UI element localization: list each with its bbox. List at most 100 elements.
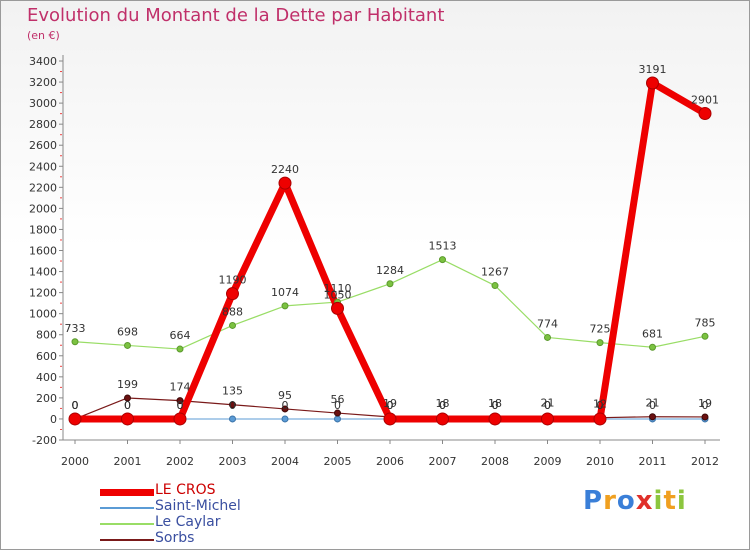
chart-title: Evolution du Montant de la Dette par Hab… [27, 5, 445, 26]
data-label-sorbs: 56 [331, 393, 345, 406]
chart-subtitle: (en €) [27, 29, 60, 42]
data-label-saint-michel: 0 [597, 399, 604, 412]
data-label-le-cros: 0 [597, 399, 604, 412]
data-point-le-caylar [544, 333, 551, 341]
data-point-saint-michel [334, 415, 341, 423]
y-tick-label: 0 [50, 413, 57, 426]
x-tick-label: 2009 [534, 455, 562, 468]
y-tick-label: 1600 [29, 245, 57, 258]
data-label-saint-michel: 0 [334, 399, 341, 412]
y-tick-label: 800 [36, 329, 57, 342]
data-point-le-cros [226, 287, 239, 301]
data-label-le-caylar: 1074 [271, 286, 299, 299]
data-point-le-cros [383, 412, 397, 426]
x-tick-label: 2004 [271, 455, 299, 468]
data-label-le-cros: 3191 [639, 63, 667, 76]
data-label-le-caylar: 725 [590, 323, 611, 336]
legend-label: LE CROS [155, 482, 216, 498]
data-point-sorbs [701, 413, 709, 421]
y-tick-label: 1400 [29, 266, 57, 279]
logo-letter: i [653, 486, 664, 516]
data-point-le-caylar [701, 332, 709, 340]
data-point-sorbs [124, 394, 131, 402]
x-tick-label: 2002 [166, 455, 194, 468]
data-point-sorbs [229, 401, 236, 409]
data-label-le-cros: 1190 [219, 274, 247, 287]
x-tick-label: 2006 [376, 455, 404, 468]
data-point-le-cros [68, 412, 82, 426]
data-label-le-cros: 1050 [324, 288, 352, 301]
y-tick-label: 3400 [29, 55, 57, 68]
x-tick-label: 2003 [219, 455, 247, 468]
data-label-le-caylar: 664 [170, 329, 191, 342]
data-point-le-caylar [439, 256, 446, 264]
logo-letter: i [676, 486, 687, 516]
legend-swatch [100, 507, 154, 509]
logo-letter: P [583, 486, 604, 516]
data-label-le-cros: 0 [387, 399, 394, 412]
data-label-le-cros: 0 [439, 399, 446, 412]
x-tick-label: 2008 [481, 455, 509, 468]
data-point-le-cros [646, 76, 659, 90]
data-label-saint-michel: 0 [649, 399, 656, 412]
data-point-le-caylar [71, 338, 79, 346]
data-label-le-cros: 0 [544, 399, 551, 412]
y-tick-label: 2600 [29, 139, 57, 152]
data-label-saint-michel: 0 [439, 399, 446, 412]
data-label-sorbs: 199 [117, 378, 138, 391]
data-label-le-cros: 0 [72, 399, 79, 412]
data-label-le-caylar: 733 [65, 322, 86, 335]
data-label-saint-michel: 0 [72, 399, 79, 412]
data-label-saint-michel: 0 [229, 399, 236, 412]
y-tick-label: 1000 [29, 308, 57, 321]
y-tick-label: 1200 [29, 287, 57, 300]
data-point-sorbs [176, 397, 184, 405]
legend-swatch [100, 539, 154, 541]
data-point-sorbs [649, 413, 656, 421]
y-tick-label: 2800 [29, 118, 57, 131]
y-tick-label: 600 [36, 350, 57, 363]
y-tick-label: 2400 [29, 160, 57, 173]
data-label-le-caylar: 698 [117, 325, 138, 338]
data-point-le-cros [278, 176, 292, 190]
data-label-sorbs: 0 [72, 399, 79, 412]
x-tick-label: 2000 [61, 455, 89, 468]
data-label-le-caylar: 774 [537, 317, 558, 330]
x-tick-label: 2007 [429, 455, 457, 468]
data-label-saint-michel: 0 [177, 399, 184, 412]
data-label-sorbs: 95 [278, 389, 292, 402]
data-label-le-caylar: 1513 [429, 240, 457, 253]
data-point-sorbs [334, 409, 341, 417]
data-label-saint-michel: 0 [387, 399, 394, 412]
data-point-le-cros [121, 412, 134, 426]
y-tick-label: 3200 [29, 76, 57, 89]
logo-letter: o [616, 486, 636, 516]
x-tick-label: 2010 [586, 455, 614, 468]
y-tick-label: 1800 [29, 223, 57, 236]
y-tick-label: 2200 [29, 181, 57, 194]
data-label-le-caylar: 1110 [324, 282, 352, 295]
data-label-saint-michel: 0 [702, 399, 709, 412]
x-tick-label: 2011 [639, 455, 667, 468]
series-line-le-cros [71, 79, 709, 423]
data-label-saint-michel: 0 [282, 399, 289, 412]
x-tick-label: 2005 [324, 455, 352, 468]
legend-swatch [100, 488, 154, 496]
data-label-sorbs: 12 [593, 398, 607, 411]
data-point-le-caylar [386, 280, 394, 288]
data-label-le-caylar: 1267 [481, 266, 509, 279]
data-label-le-cros: 0 [124, 399, 131, 412]
data-label-le-cros: 2240 [271, 163, 299, 176]
logo-letter: x [635, 486, 654, 516]
data-label-sorbs: 19 [383, 397, 397, 410]
data-label-le-cros: 0 [492, 399, 499, 412]
proxiti-logo: Proxiti [583, 486, 687, 516]
data-point-le-caylar [596, 339, 604, 347]
data-label-sorbs: 19 [698, 397, 712, 410]
legend-label: Le Caylar [155, 514, 221, 530]
data-label-sorbs: 174 [170, 381, 191, 394]
data-point-le-cros [593, 412, 607, 426]
x-tick-label: 2012 [691, 455, 719, 468]
y-tick-label: 200 [36, 392, 57, 405]
data-label-saint-michel: 0 [124, 399, 131, 412]
